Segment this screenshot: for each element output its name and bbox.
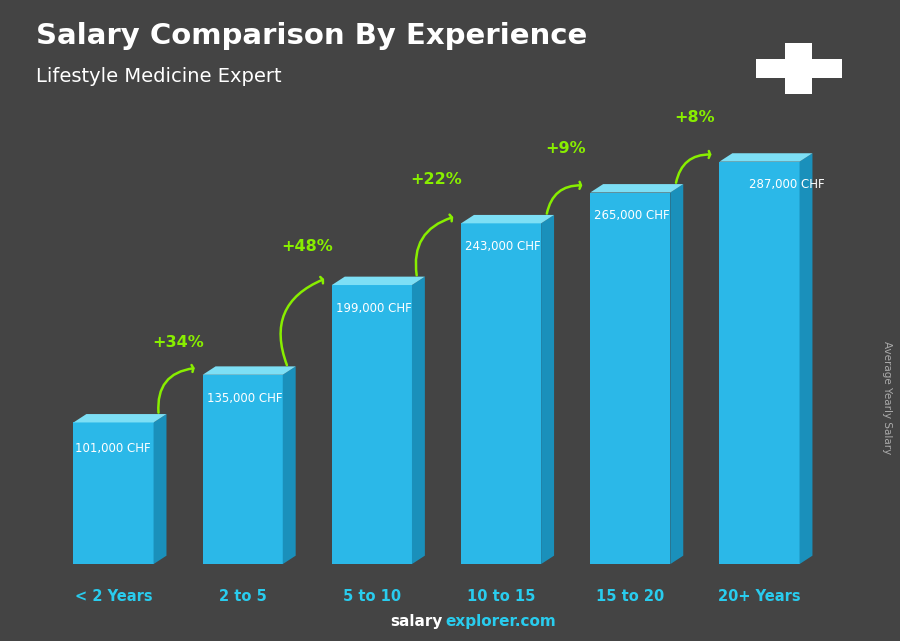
- Text: 20+ Years: 20+ Years: [718, 589, 801, 604]
- Text: 265,000 CHF: 265,000 CHF: [594, 210, 670, 222]
- Bar: [756, 60, 842, 78]
- Polygon shape: [154, 414, 166, 564]
- Text: 2 to 5: 2 to 5: [219, 589, 266, 604]
- Bar: [590, 192, 670, 564]
- Text: Average Yearly Salary: Average Yearly Salary: [881, 341, 892, 454]
- Bar: [719, 162, 799, 564]
- Polygon shape: [202, 367, 296, 375]
- Text: 243,000 CHF: 243,000 CHF: [465, 240, 541, 253]
- Polygon shape: [74, 414, 166, 422]
- Bar: [332, 285, 412, 564]
- Text: 199,000 CHF: 199,000 CHF: [336, 302, 411, 315]
- Text: 15 to 20: 15 to 20: [596, 589, 664, 604]
- Polygon shape: [332, 277, 425, 285]
- Polygon shape: [283, 367, 296, 564]
- Text: +8%: +8%: [675, 110, 716, 125]
- Bar: [785, 44, 812, 94]
- Polygon shape: [590, 184, 683, 192]
- Text: salary: salary: [391, 615, 443, 629]
- Text: 101,000 CHF: 101,000 CHF: [75, 442, 150, 455]
- Text: 135,000 CHF: 135,000 CHF: [206, 392, 282, 404]
- Bar: [74, 422, 154, 564]
- Polygon shape: [670, 184, 683, 564]
- Polygon shape: [719, 153, 813, 162]
- Text: Salary Comparison By Experience: Salary Comparison By Experience: [36, 22, 587, 51]
- Text: 10 to 15: 10 to 15: [467, 589, 536, 604]
- Text: explorer.com: explorer.com: [446, 615, 556, 629]
- Polygon shape: [461, 215, 554, 223]
- Polygon shape: [541, 215, 554, 564]
- Text: 5 to 10: 5 to 10: [343, 589, 401, 604]
- Bar: [202, 375, 283, 564]
- Text: +34%: +34%: [152, 335, 204, 349]
- Text: +22%: +22%: [410, 172, 463, 187]
- Text: +48%: +48%: [282, 239, 333, 254]
- Text: < 2 Years: < 2 Years: [75, 589, 152, 604]
- Text: Lifestyle Medicine Expert: Lifestyle Medicine Expert: [36, 67, 282, 87]
- Bar: [461, 223, 541, 564]
- Text: +9%: +9%: [545, 141, 586, 156]
- Text: 287,000 CHF: 287,000 CHF: [749, 178, 824, 192]
- Polygon shape: [799, 153, 813, 564]
- Polygon shape: [412, 277, 425, 564]
